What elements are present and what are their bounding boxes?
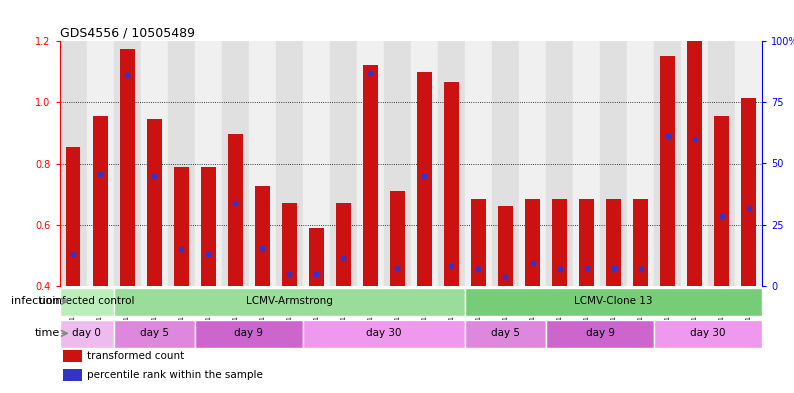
Bar (114, 320, 195, 349)
Bar (411, 41, 438, 286)
Bar (276, 41, 303, 286)
Bar (654, 320, 762, 349)
Bar (471, 199, 486, 286)
Bar (546, 41, 573, 286)
Bar (579, 199, 594, 286)
Bar (384, 41, 411, 286)
Bar (255, 186, 270, 286)
Bar (654, 41, 681, 286)
Text: day 30: day 30 (691, 329, 726, 338)
Bar (519, 41, 546, 286)
Text: infection: infection (11, 296, 60, 307)
Bar (417, 72, 432, 286)
Bar (357, 41, 384, 286)
Bar (222, 41, 249, 286)
Text: LCMV-Clone 13: LCMV-Clone 13 (574, 296, 653, 307)
Bar (174, 167, 189, 286)
Bar (546, 320, 654, 349)
Text: transformed count: transformed count (87, 351, 185, 361)
Bar (330, 41, 357, 286)
Bar (249, 41, 276, 286)
Bar (114, 288, 465, 316)
Bar (525, 199, 540, 286)
Bar (309, 228, 324, 286)
Text: day 30: day 30 (366, 329, 402, 338)
Bar (492, 41, 519, 286)
Bar (60, 320, 114, 349)
Bar (141, 41, 168, 286)
Bar (688, 38, 702, 286)
Text: time: time (34, 329, 60, 338)
Bar (114, 41, 141, 286)
Bar (681, 41, 708, 286)
Bar (201, 167, 216, 286)
Text: day 9: day 9 (586, 329, 615, 338)
Bar (465, 288, 762, 316)
Bar (303, 41, 330, 286)
Text: day 5: day 5 (140, 329, 168, 338)
Text: day 5: day 5 (491, 329, 520, 338)
Bar (63, 369, 82, 381)
Text: percentile rank within the sample: percentile rank within the sample (87, 370, 264, 380)
Bar (66, 147, 80, 286)
Text: day 0: day 0 (72, 329, 101, 338)
Bar (708, 41, 735, 286)
Bar (120, 49, 134, 286)
Bar (282, 203, 297, 286)
Bar (390, 191, 405, 286)
Text: GDS4556 / 10505489: GDS4556 / 10505489 (60, 27, 195, 40)
Bar (195, 41, 222, 286)
Bar (606, 199, 621, 286)
Bar (627, 41, 654, 286)
Bar (87, 41, 114, 286)
Bar (735, 41, 762, 286)
Bar (552, 199, 567, 286)
Bar (228, 134, 243, 286)
Bar (715, 116, 729, 286)
Bar (336, 203, 351, 286)
Bar (573, 41, 600, 286)
Bar (363, 66, 378, 286)
Bar (147, 119, 161, 286)
Bar (195, 320, 303, 349)
Bar (498, 206, 513, 286)
Bar (438, 41, 465, 286)
Bar (465, 320, 546, 349)
Bar (600, 41, 627, 286)
Text: day 9: day 9 (234, 329, 264, 338)
Text: LCMV-Armstrong: LCMV-Armstrong (246, 296, 333, 307)
Bar (661, 56, 675, 286)
Bar (742, 97, 756, 286)
Bar (93, 116, 107, 286)
Bar (303, 320, 465, 349)
Bar (444, 83, 459, 286)
Bar (60, 288, 114, 316)
Bar (633, 199, 648, 286)
Bar (63, 350, 82, 362)
Bar (168, 41, 195, 286)
Bar (60, 41, 87, 286)
Bar (465, 41, 492, 286)
Text: uninfected control: uninfected control (39, 296, 134, 307)
